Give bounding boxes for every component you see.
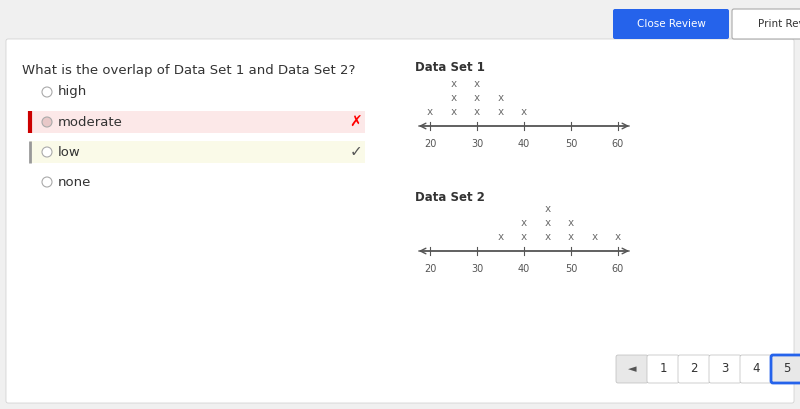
Text: x: x: [544, 218, 550, 228]
Text: x: x: [474, 79, 480, 89]
Text: none: none: [58, 175, 91, 189]
Text: x: x: [544, 204, 550, 214]
Text: low: low: [58, 146, 81, 159]
Text: ✗: ✗: [350, 115, 362, 130]
Bar: [30, 111, 365, 133]
Text: 40: 40: [518, 139, 530, 149]
Text: moderate: moderate: [58, 115, 123, 128]
Circle shape: [42, 87, 52, 97]
Text: ✓: ✓: [350, 144, 362, 160]
Text: 1: 1: [659, 362, 666, 375]
FancyBboxPatch shape: [616, 355, 648, 383]
Text: x: x: [498, 93, 504, 103]
Text: x: x: [591, 232, 598, 242]
FancyBboxPatch shape: [732, 9, 800, 39]
Text: x: x: [498, 232, 504, 242]
Text: x: x: [450, 107, 457, 117]
Circle shape: [42, 177, 52, 187]
Circle shape: [42, 147, 52, 157]
Text: x: x: [521, 232, 527, 242]
Text: 40: 40: [518, 264, 530, 274]
Text: x: x: [427, 107, 433, 117]
FancyBboxPatch shape: [678, 355, 710, 383]
Text: 50: 50: [565, 139, 577, 149]
Text: 20: 20: [424, 264, 436, 274]
Text: 2: 2: [690, 362, 698, 375]
Text: 5: 5: [783, 362, 790, 375]
Text: Print Review: Print Review: [758, 19, 800, 29]
Text: 60: 60: [612, 264, 624, 274]
Text: high: high: [58, 85, 87, 99]
Text: x: x: [544, 232, 550, 242]
Text: x: x: [521, 218, 527, 228]
Text: x: x: [498, 107, 504, 117]
Text: x: x: [474, 93, 480, 103]
Text: Data Set 1: Data Set 1: [415, 61, 485, 74]
FancyBboxPatch shape: [740, 355, 772, 383]
FancyBboxPatch shape: [6, 39, 794, 403]
Text: x: x: [450, 93, 457, 103]
Text: x: x: [521, 107, 527, 117]
Text: x: x: [450, 79, 457, 89]
Bar: [30, 141, 365, 163]
Text: 3: 3: [722, 362, 729, 375]
Text: x: x: [474, 107, 480, 117]
Text: 50: 50: [565, 264, 577, 274]
Text: x: x: [568, 218, 574, 228]
Text: x: x: [615, 232, 621, 242]
FancyBboxPatch shape: [647, 355, 679, 383]
Text: 30: 30: [471, 264, 483, 274]
Text: 20: 20: [424, 139, 436, 149]
Text: Close Review: Close Review: [637, 19, 706, 29]
Text: What is the overlap of Data Set 1 and Data Set 2?: What is the overlap of Data Set 1 and Da…: [22, 64, 355, 77]
Text: x: x: [568, 232, 574, 242]
FancyBboxPatch shape: [613, 9, 729, 39]
Text: 60: 60: [612, 139, 624, 149]
Circle shape: [42, 117, 52, 127]
Text: Data Set 2: Data Set 2: [415, 191, 485, 204]
FancyBboxPatch shape: [709, 355, 741, 383]
Text: ◄: ◄: [628, 364, 636, 374]
Text: 30: 30: [471, 139, 483, 149]
Text: 4: 4: [752, 362, 760, 375]
FancyBboxPatch shape: [771, 355, 800, 383]
